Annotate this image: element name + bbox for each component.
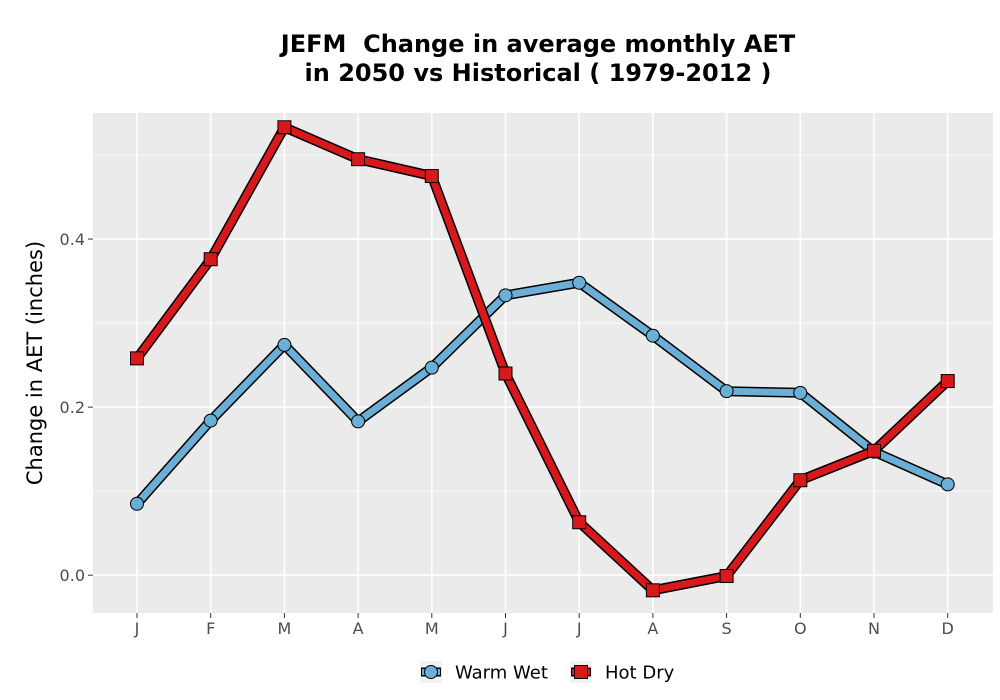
- data-point-warm-wet: [719, 384, 734, 399]
- x-tick-label: M: [277, 619, 291, 638]
- data-point-hot-dry: [498, 366, 513, 381]
- data-point-warm-wet: [203, 413, 218, 428]
- grid: [93, 113, 993, 613]
- series-line-hot-dry: [133, 123, 952, 594]
- plot-panel: [93, 113, 993, 613]
- data-point-hot-dry: [572, 515, 587, 530]
- chart-title: JEFM Change in average monthly AET in 20…: [0, 30, 1000, 88]
- x-tick-label: N: [868, 619, 880, 638]
- x-tick-label: F: [206, 619, 215, 638]
- legend-marker-warm-wet: [424, 665, 438, 679]
- data-point-hot-dry: [719, 569, 734, 584]
- data-point-hot-dry: [424, 169, 439, 184]
- legend-label-hot-dry: Hot Dry: [605, 663, 675, 684]
- x-tick-label: M: [425, 619, 439, 638]
- x-tick-label: J: [576, 619, 582, 638]
- data-point-hot-dry: [867, 443, 881, 458]
- data-point-hot-dry: [940, 374, 955, 389]
- x-tick-label: D: [942, 619, 954, 638]
- x-tick-label: S: [722, 619, 732, 638]
- series-layer: [130, 120, 955, 598]
- data-point-warm-wet: [940, 477, 955, 492]
- data-point-warm-wet: [572, 275, 587, 290]
- legend-label-warm-wet: Warm Wet: [455, 663, 548, 684]
- data-point-warm-wet: [424, 360, 439, 375]
- y-tick-label: 0.2: [60, 398, 85, 417]
- data-point-warm-wet: [351, 414, 366, 429]
- x-tick-label: J: [502, 619, 508, 638]
- x-tick-label: A: [647, 619, 658, 638]
- data-point-warm-wet: [277, 337, 292, 352]
- chart-title-line-1: JEFM Change in average monthly AET: [280, 30, 796, 58]
- legend-marker-hot-dry: [574, 665, 588, 679]
- chart-title-line-2: in 2050 vs Historical ( 1979-2012 ): [304, 59, 772, 87]
- x-tick-label: A: [353, 619, 364, 638]
- data-point-warm-wet: [645, 328, 660, 343]
- y-tick-label: 0.4: [60, 230, 85, 249]
- data-point-hot-dry: [203, 252, 218, 267]
- data-point-hot-dry: [793, 473, 808, 488]
- x-tick-label: O: [794, 619, 807, 638]
- y-tick-label: 0.0: [60, 566, 85, 585]
- data-point-warm-wet: [498, 288, 513, 303]
- data-point-hot-dry: [351, 152, 366, 167]
- y-axis: 0.0 0.2 0.4: [60, 230, 93, 585]
- y-axis-title: Change in AET (inches): [23, 241, 47, 485]
- data-point-warm-wet: [793, 385, 808, 400]
- data-point-hot-dry: [645, 583, 660, 598]
- legend: Warm Wet Hot Dry: [420, 661, 675, 684]
- data-point-hot-dry: [277, 120, 292, 135]
- data-point-warm-wet: [130, 496, 144, 511]
- x-tick-label: J: [134, 619, 140, 638]
- series-line-warm-wet: [133, 279, 952, 508]
- data-point-hot-dry: [130, 351, 144, 366]
